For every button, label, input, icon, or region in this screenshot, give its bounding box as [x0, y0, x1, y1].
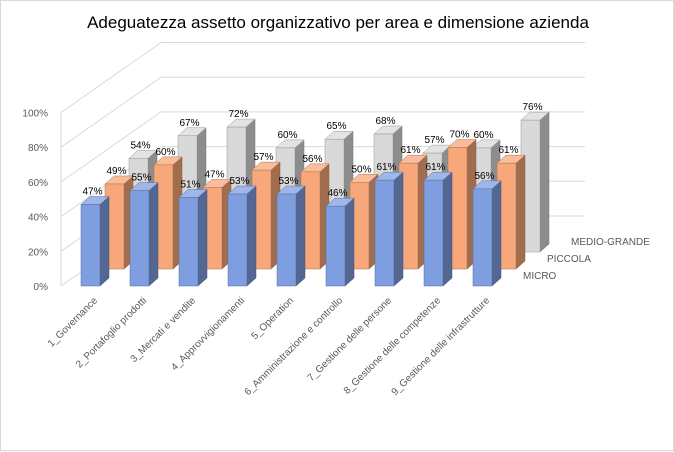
bar-side	[539, 111, 550, 253]
y-tick-label: 80%	[28, 143, 48, 154]
data-label: 67%	[179, 118, 199, 129]
data-label: 60%	[473, 130, 493, 141]
data-label: 55%	[131, 173, 151, 184]
data-label: 57%	[253, 152, 273, 163]
data-label: 53%	[278, 176, 298, 187]
data-label: 68%	[375, 116, 395, 127]
bar-front	[423, 179, 444, 287]
bar	[520, 111, 550, 253]
bar	[276, 185, 306, 287]
data-label: 61%	[400, 145, 420, 156]
data-label: 47%	[82, 186, 102, 197]
bar	[178, 188, 208, 287]
y-tick-label: 40%	[28, 213, 48, 224]
y-tick-label: 20%	[28, 247, 48, 258]
data-label: 54%	[130, 140, 150, 151]
data-label: 70%	[449, 130, 469, 141]
data-label: 56%	[302, 154, 322, 165]
data-label: 72%	[228, 109, 248, 120]
series-label: PICCOLA	[547, 254, 591, 265]
bar-front	[325, 205, 346, 287]
bar-front	[80, 204, 101, 287]
bar-side	[246, 185, 257, 287]
data-label: 56%	[474, 171, 494, 182]
data-label: 61%	[425, 162, 445, 173]
bar-side	[344, 197, 355, 287]
data-label: 65%	[326, 121, 346, 132]
data-label: 76%	[522, 102, 542, 113]
x-tick-label: 7_Gestione delle persone	[306, 295, 395, 384]
bar-side	[491, 180, 502, 287]
bar	[423, 171, 453, 287]
data-label: 60%	[277, 130, 297, 141]
bar	[325, 197, 355, 287]
bar-front	[374, 179, 395, 287]
bar-front	[472, 188, 493, 287]
bar	[496, 154, 526, 270]
series-label: MICRO	[523, 271, 557, 282]
x-tick-label: 1_Governance	[46, 295, 100, 349]
bar-side	[99, 195, 110, 287]
data-label: 47%	[204, 169, 224, 180]
bars	[80, 111, 550, 287]
x-tick-label: 8_Gestione delle competenze	[342, 295, 444, 397]
gridline-side	[60, 76, 162, 148]
y-axis: 0% 20% 40% 60% 80% 100%	[22, 109, 48, 294]
x-tick-label: 6_Amministrazione e controllo	[243, 295, 346, 398]
data-label: 50%	[351, 164, 371, 175]
bar	[227, 185, 257, 287]
data-label: 46%	[327, 188, 347, 199]
data-label: 53%	[229, 176, 249, 187]
y-tick-label: 0%	[34, 282, 49, 293]
bar	[202, 178, 232, 270]
data-labels: 76% 60% 57% 68% 65% 60% 72% 67% 54% 61% 70% 61% 50% 5…	[82, 102, 542, 199]
bar	[80, 195, 110, 287]
gridline-side	[60, 111, 162, 183]
data-label: 61%	[498, 145, 518, 156]
bar-side	[295, 185, 306, 287]
bar-side	[515, 154, 526, 270]
data-label: 60%	[155, 147, 175, 158]
bar-front	[227, 193, 248, 287]
data-label: 51%	[180, 180, 200, 191]
bar	[374, 171, 404, 287]
bar-front	[178, 197, 199, 287]
data-label: 61%	[376, 162, 396, 173]
bar-side	[393, 171, 404, 287]
series-axis: MICRO PICCOLA MEDIO-GRANDE	[523, 237, 650, 282]
y-tick-label: 60%	[28, 178, 48, 189]
bar	[129, 182, 159, 287]
x-tick-label: 9_Gestione delle infrastrutture	[390, 295, 493, 398]
series-label: MEDIO-GRANDE	[571, 237, 650, 248]
bar-front	[129, 190, 150, 287]
bar-side	[148, 182, 159, 287]
data-label: 49%	[106, 166, 126, 177]
data-label: 57%	[424, 135, 444, 146]
y-tick-label: 100%	[22, 109, 48, 120]
x-tick-label: 5_Operation	[249, 295, 296, 342]
bar-side	[197, 188, 208, 287]
bar-front	[276, 193, 297, 287]
chart-title: Adeguatezza assetto organizzativo per ar…	[87, 13, 589, 32]
bar	[472, 180, 502, 287]
bar-side	[442, 171, 453, 287]
gridline-side	[60, 42, 162, 113]
